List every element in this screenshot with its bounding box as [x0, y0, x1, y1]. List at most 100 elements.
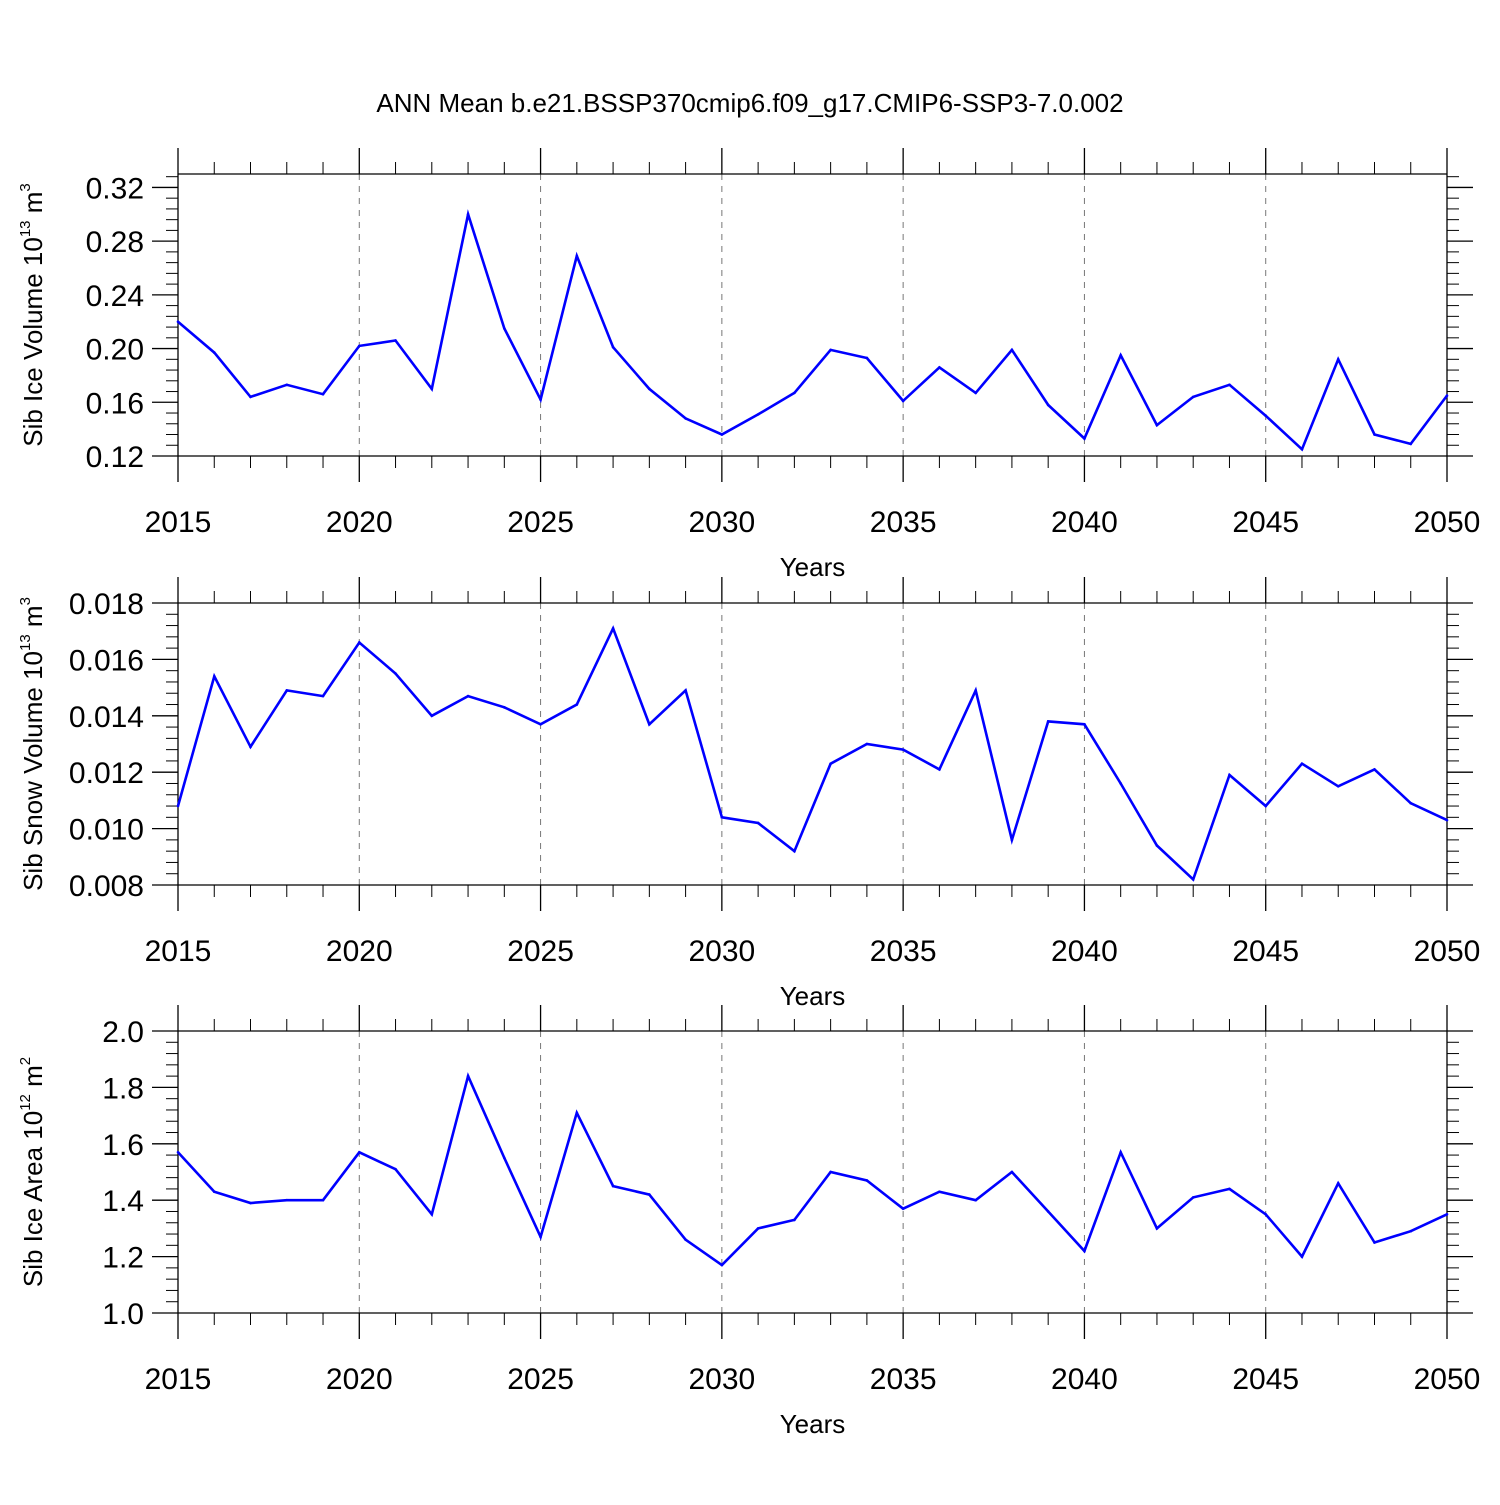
y-axis-title-unit: m — [18, 1065, 48, 1094]
data-point — [611, 345, 615, 349]
data-point — [249, 395, 252, 399]
data-point — [1010, 838, 1014, 842]
data-point — [1191, 395, 1195, 399]
y-tick-label: 1.4 — [102, 1185, 144, 1218]
y-tick-label: 2.0 — [102, 1016, 144, 1049]
series-line-sib-ice-area — [177, 1072, 1448, 1267]
y-axis-title-unit-exponent: 2 — [17, 1057, 34, 1065]
data-point — [648, 722, 651, 726]
data-point — [1083, 1249, 1086, 1253]
data-point — [1083, 437, 1086, 440]
x-axis-title: Years — [780, 981, 846, 1011]
x-axis-title: Years — [780, 552, 846, 582]
x-tick-label: 2030 — [688, 506, 755, 539]
data-point — [1445, 1213, 1449, 1216]
x-tick-label: 2020 — [326, 1363, 393, 1396]
data-point — [503, 706, 506, 709]
y-tick-label: 0.014 — [69, 701, 144, 734]
data-point — [575, 254, 579, 258]
data-point — [829, 1170, 832, 1174]
data-point — [503, 327, 506, 330]
x-tick-label: 2015 — [145, 935, 212, 968]
x-axis-title: Years — [780, 1409, 846, 1439]
x-tick-label: 2040 — [1051, 1363, 1118, 1396]
x-tick-label: 2025 — [507, 506, 574, 539]
data-point — [1191, 1196, 1195, 1199]
data-point — [430, 1213, 434, 1216]
data-point — [1336, 358, 1340, 361]
x-tick-label: 2025 — [507, 1363, 574, 1396]
x-tick-label: 2050 — [1414, 506, 1481, 539]
data-point — [865, 1179, 869, 1182]
data-point — [1409, 801, 1413, 805]
x-tick-label: 2045 — [1232, 506, 1299, 539]
y-axis-title-main: Sib Ice Volume 10 — [18, 237, 48, 447]
data-point — [1119, 353, 1122, 357]
data-point — [1373, 768, 1376, 771]
y-axis-title: Sib Snow Volume 1013 m3 — [17, 597, 48, 891]
x-tick-label: 2050 — [1414, 935, 1481, 968]
y-axis-title-exponent: 13 — [17, 220, 34, 237]
data-point — [212, 675, 216, 678]
data-point — [176, 1150, 180, 1154]
y-tick-label: 0.010 — [69, 814, 144, 847]
data-point — [938, 1190, 941, 1194]
figure-title: ANN Mean b.e21.BSSP370cmip6.f09_g17.CMIP… — [376, 88, 1123, 118]
chart-panel-sib-ice-area: 1.0 1.2 1.4 1.6 1.8 2.0 2015 2020 2025 2030 2035 20… — [17, 1005, 1480, 1439]
data-point — [1264, 1213, 1268, 1216]
data-point — [1191, 878, 1195, 881]
data-point — [1046, 720, 1050, 723]
data-point — [357, 1150, 361, 1154]
data-point — [503, 1156, 506, 1160]
x-tick-label: 2030 — [688, 935, 755, 968]
data-point — [611, 627, 615, 630]
y-tick-label: 1.8 — [102, 1072, 144, 1105]
x-tick-label: 2015 — [145, 506, 212, 539]
data-point — [1155, 423, 1159, 427]
y-axis-title-exponent: 12 — [17, 1094, 34, 1111]
data-point — [684, 417, 687, 420]
data-point — [394, 672, 397, 675]
data-point — [539, 1235, 542, 1239]
data-point — [611, 1184, 615, 1188]
data-point — [321, 1198, 325, 1202]
x-tick-label: 2020 — [326, 506, 393, 539]
data-point — [865, 742, 869, 746]
data-point — [756, 413, 760, 416]
data-point — [321, 694, 325, 698]
data-point — [720, 433, 724, 436]
data-point — [1300, 1255, 1304, 1258]
data-point — [648, 1193, 651, 1196]
x-tick-label: 2030 — [688, 1363, 755, 1396]
y-tick-label: 0.018 — [69, 588, 144, 621]
data-point — [684, 689, 687, 692]
y-tick-label: 0.28 — [86, 226, 144, 259]
data-point — [756, 1227, 760, 1230]
x-tick-label: 2050 — [1414, 1363, 1481, 1396]
data-point — [212, 1190, 216, 1194]
data-point — [720, 1263, 724, 1267]
data-point — [1300, 762, 1304, 766]
x-tick-label: 2040 — [1051, 506, 1118, 539]
data-point — [974, 391, 977, 395]
y-axis-title-unit-exponent: 3 — [17, 597, 34, 605]
data-point — [1083, 722, 1086, 726]
y-axis-title-main: Sib Snow Volume 10 — [18, 651, 48, 891]
y-axis-title-exponent: 13 — [17, 634, 34, 651]
data-point — [285, 383, 289, 387]
data-point — [974, 689, 977, 692]
data-point — [1228, 773, 1231, 777]
data-point — [793, 849, 796, 853]
y-tick-label: 1.0 — [102, 1298, 144, 1331]
data-point — [756, 821, 760, 825]
data-point — [793, 391, 796, 395]
data-point — [1155, 844, 1159, 847]
data-point — [1264, 414, 1268, 418]
data-point — [466, 212, 470, 216]
data-point — [466, 694, 470, 698]
data-point — [539, 398, 542, 401]
data-point — [1046, 1210, 1050, 1213]
data-point — [539, 722, 542, 726]
